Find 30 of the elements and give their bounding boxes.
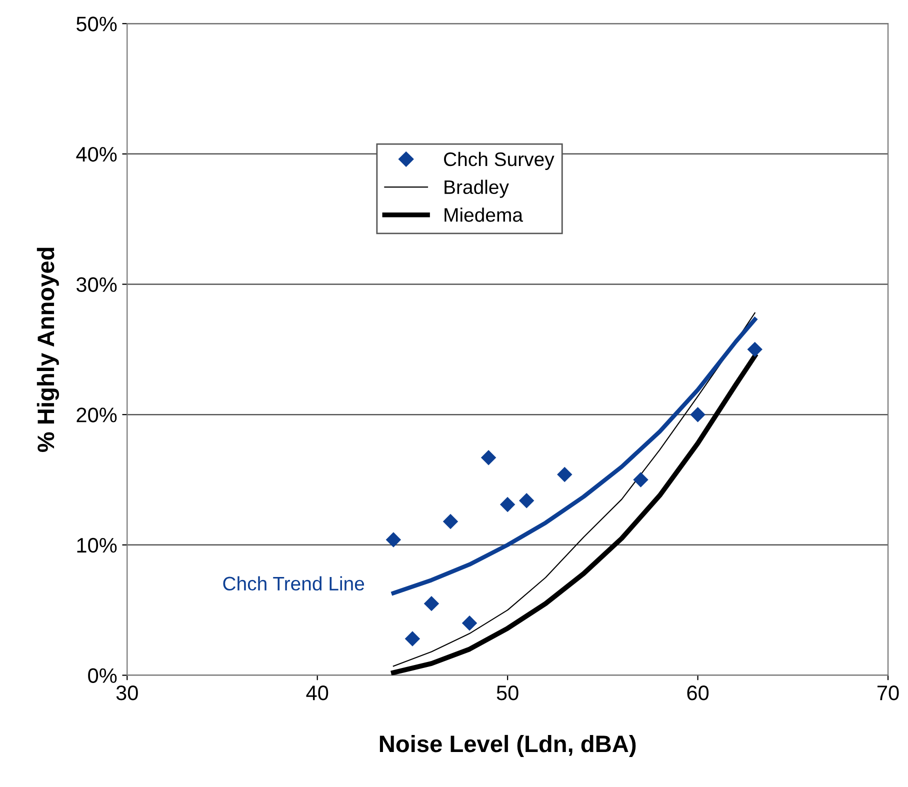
x-tick-label: 40 [306,686,328,700]
point [747,342,762,358]
y-axis-title: % Highly Annoyed [36,248,60,452]
y-tick-label: 50% [76,16,117,32]
point [442,514,458,530]
point [518,493,534,508]
point [404,631,420,646]
y-tick-label: 40% [76,146,117,162]
x-tick-label: 70 [878,686,899,700]
x-axis-title: Noise Level (Ldn, dBA) [380,734,636,757]
line-series [391,317,757,596]
point [462,616,478,631]
point [386,532,402,548]
y-tick-label: 10% [77,538,117,553]
point [500,496,516,512]
legend-label: Miedema [444,208,524,222]
x-tick-label: 30 [116,686,138,700]
y-tick-label: 30% [76,277,117,292]
y-tick-label: 0% [88,668,117,683]
point [633,472,648,488]
x-tick-label: 50 [496,686,518,700]
point [424,596,440,612]
legend-label: Bradley [444,180,509,198]
y-tick-label: 20% [76,408,117,422]
x-tick-label: 60 [687,686,709,700]
legend-label: Chch Survey [444,152,554,170]
point [690,406,706,422]
series-label: Chch Trend Line [223,576,364,591]
point [480,450,496,466]
point [557,466,572,482]
